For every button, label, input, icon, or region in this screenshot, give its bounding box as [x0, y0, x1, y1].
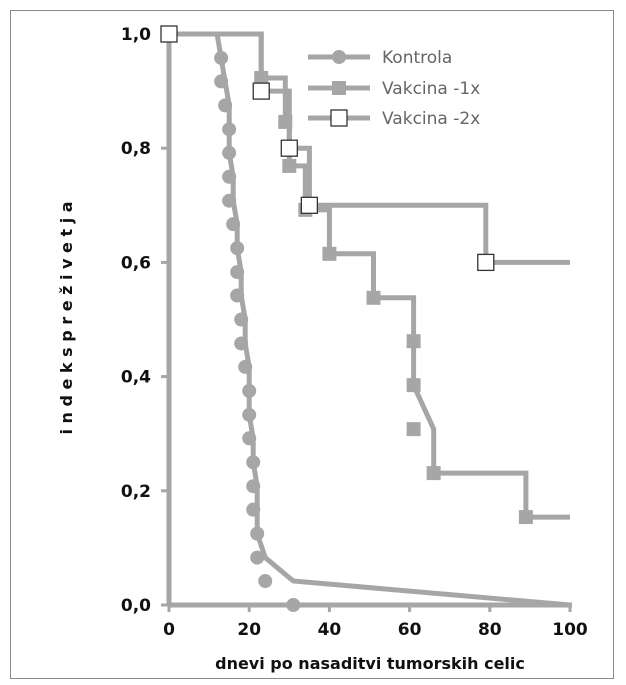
legend-label: Kontrola — [382, 48, 452, 68]
y-axis-label: i n d e k s p r e ž i v e t j a — [57, 201, 76, 434]
x-tick-label: 20 — [237, 620, 261, 640]
data-point — [250, 526, 265, 541]
data-point — [230, 265, 245, 280]
y-tick-label: 0,0 — [121, 596, 151, 616]
y-tick-label: 0,8 — [121, 139, 151, 159]
data-point — [160, 25, 178, 43]
data-point — [246, 455, 261, 470]
legend-marker — [330, 109, 348, 127]
data-point — [322, 246, 337, 261]
data-point — [406, 378, 421, 393]
y-tick-label: 0,4 — [121, 368, 151, 388]
series-markers-2 — [160, 25, 495, 272]
data-point — [280, 139, 298, 157]
data-point — [234, 312, 249, 327]
data-point — [226, 217, 241, 232]
legend-label: Vakcina -2x — [382, 109, 480, 129]
data-point — [300, 196, 319, 214]
data-point — [214, 50, 229, 65]
x-tick-label: 0 — [163, 620, 175, 640]
data-point — [426, 466, 441, 481]
data-point — [246, 479, 261, 494]
x-tick-label: 80 — [478, 620, 502, 640]
x-tick-label: 100 — [552, 620, 588, 640]
y-tick-label: 0,6 — [121, 253, 151, 273]
data-point — [238, 359, 253, 374]
x-axis-label: dnevi po nasaditvi tumorskih celic — [215, 654, 525, 673]
data-point — [222, 122, 237, 137]
legend-marker — [332, 81, 346, 95]
data-point — [406, 334, 421, 349]
legend-label: Vakcina -1x — [382, 79, 480, 99]
data-point — [366, 290, 381, 305]
data-point — [222, 145, 237, 160]
x-tick-label: 60 — [398, 620, 422, 640]
data-point — [258, 574, 273, 589]
series-2 — [169, 31, 570, 265]
data-point — [250, 550, 265, 565]
data-point — [242, 407, 257, 422]
data-point — [234, 336, 249, 351]
data-point — [242, 431, 257, 446]
data-point — [406, 422, 421, 437]
legend-marker — [332, 50, 346, 64]
legend-entry: Vakcina -2x — [308, 109, 480, 129]
data-point — [278, 114, 293, 129]
data-point — [518, 510, 533, 525]
x-tick-label: 40 — [318, 620, 342, 640]
data-point — [282, 158, 297, 173]
chart-frame — [10, 10, 614, 679]
data-point — [214, 74, 229, 89]
series-markers-0 — [214, 50, 301, 612]
y-tick-label: 0,2 — [121, 482, 151, 502]
series-layer — [160, 25, 571, 612]
legend: Kontrola Vakcina -1x Vakcina -2x — [308, 48, 480, 129]
data-point — [242, 383, 257, 398]
legend-entry: Vakcina -1x — [308, 79, 480, 99]
legend-entry: Kontrola — [308, 48, 452, 68]
data-point — [230, 288, 245, 303]
data-point — [254, 70, 269, 85]
data-point — [246, 502, 261, 517]
data-point — [286, 598, 301, 612]
data-point — [218, 98, 233, 113]
data-point — [252, 82, 270, 100]
data-point — [477, 253, 495, 272]
data-point — [222, 193, 237, 208]
data-point — [230, 241, 245, 256]
data-point — [222, 169, 237, 184]
series-line — [169, 31, 570, 265]
y-tick-label: 1,0 — [121, 25, 151, 45]
axes: 0 20 40 60 80 100 0,0 0,2 0,4 0,6 0,8 1,0 — [121, 25, 588, 640]
